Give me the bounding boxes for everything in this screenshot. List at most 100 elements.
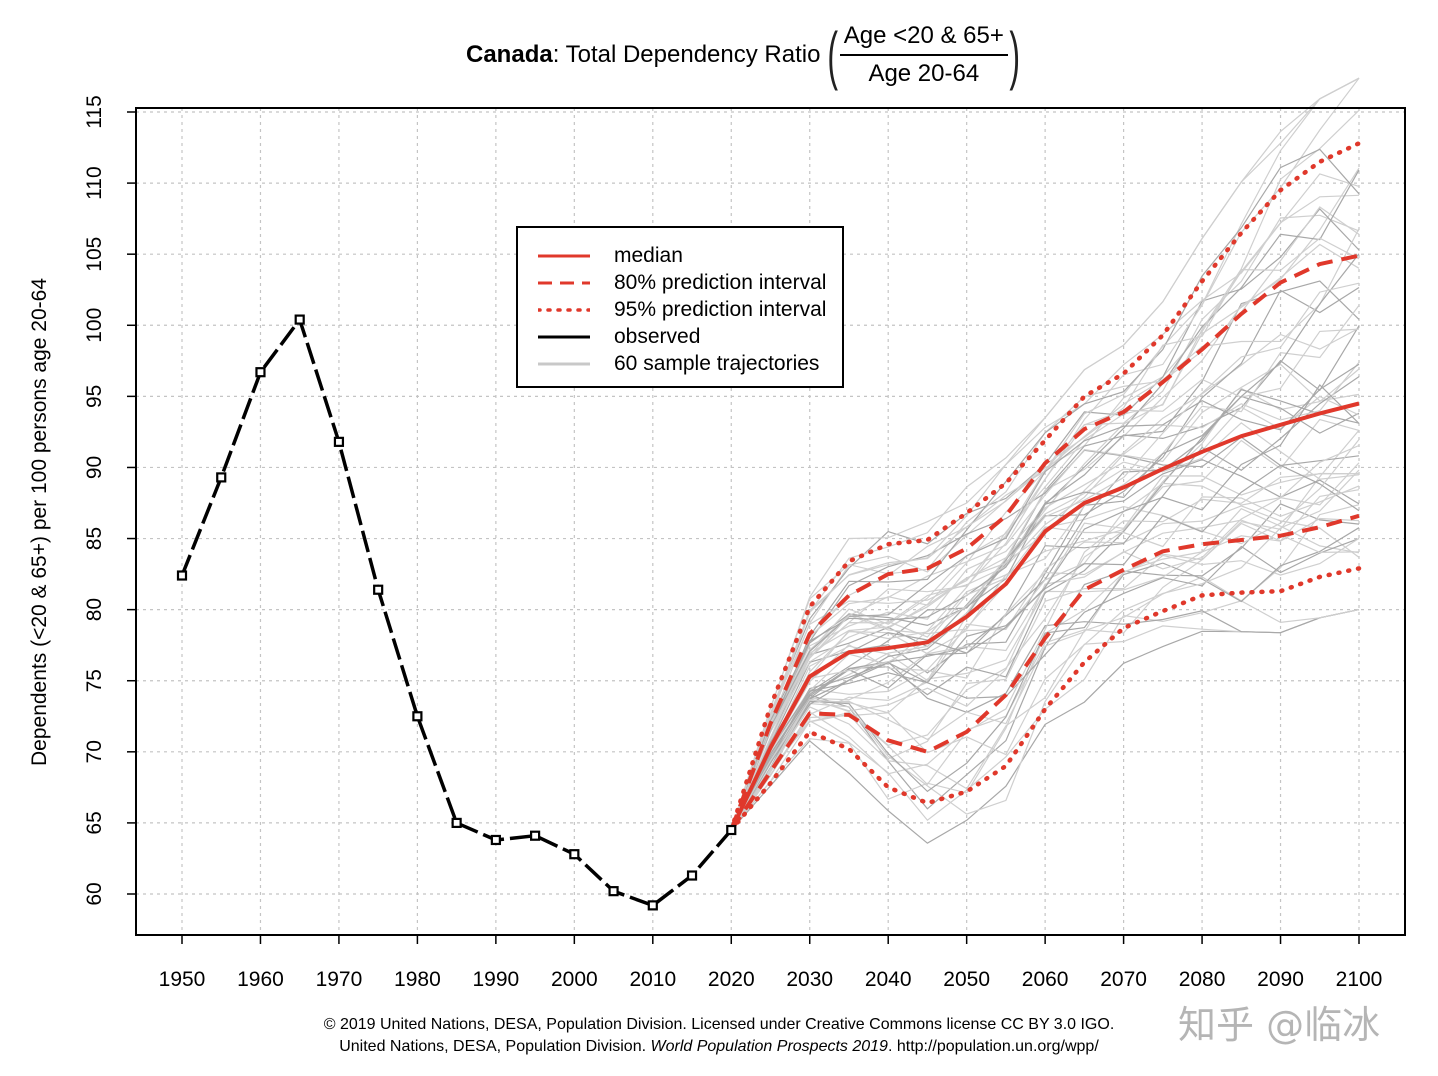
observed-point — [569, 849, 580, 860]
x-tick-label: 2000 — [551, 968, 598, 991]
observed-point — [294, 314, 305, 325]
fraction-numerator: Age <20 & 65+ — [839, 22, 1008, 56]
sample-trajectory — [730, 148, 1360, 831]
observed-point — [529, 830, 541, 841]
x-tick-label: 2020 — [708, 968, 755, 991]
x-tick-label: 2070 — [1100, 968, 1147, 991]
title-country: Canada — [466, 41, 553, 68]
x-tick-label: 1960 — [237, 968, 284, 991]
y-tick-label: 80 — [83, 598, 106, 621]
legend-swatch-trajectories — [538, 362, 590, 365]
plot-frame — [135, 107, 1406, 936]
sample-trajectory — [730, 109, 1360, 831]
observed-point — [686, 870, 698, 881]
sample-trajectory — [730, 305, 1360, 831]
sample-trajectory — [730, 505, 1360, 831]
sample-trajectory — [730, 485, 1360, 831]
series-line-median — [729, 401, 1360, 831]
sample-trajectory — [730, 444, 1360, 831]
y-axis-label: Dependents (<20 & 65+) per 100 persons a… — [28, 277, 51, 767]
left-paren: ( — [827, 19, 839, 91]
x-tick-label: 1970 — [316, 968, 363, 991]
sample-trajectory — [730, 519, 1360, 831]
series-line-95-lower — [729, 566, 1362, 833]
series-line-95-upper — [729, 141, 1362, 833]
observed-point — [373, 584, 384, 595]
y-tick-label: 85 — [83, 527, 106, 550]
legend-swatch-95 — [538, 307, 590, 312]
title-text: : Total Dependency Ratio — [552, 41, 821, 68]
legend-item-80: 80% prediction interval — [538, 269, 842, 296]
x-tick-label: 1980 — [394, 968, 441, 991]
observed-point — [726, 824, 737, 836]
sample-trajectory — [730, 609, 1360, 831]
sample-trajectories — [730, 77, 1360, 844]
y-tick-label: 70 — [83, 740, 106, 763]
observed-point — [490, 834, 501, 846]
series-line-80-upper — [729, 253, 1360, 831]
observed-point — [647, 900, 658, 911]
observed-point — [176, 570, 188, 581]
series-line-80-lower — [729, 513, 1360, 832]
y-tick-label: 95 — [83, 385, 106, 408]
sample-trajectory — [730, 173, 1360, 831]
observed-point — [608, 886, 619, 897]
sample-trajectory — [730, 473, 1360, 831]
legend-swatch-80 — [538, 281, 590, 284]
observed-point — [412, 711, 423, 722]
x-tick-label: 2080 — [1179, 968, 1226, 991]
sample-trajectory — [730, 489, 1360, 831]
y-tick-label: 65 — [83, 811, 106, 834]
y-tick-label: 90 — [83, 456, 106, 479]
y-tick-label: 60 — [83, 882, 106, 905]
sample-trajectory — [730, 527, 1360, 831]
sample-trajectory — [730, 328, 1360, 831]
series-line-observed — [180, 317, 733, 908]
y-tick-label: 115 — [83, 95, 106, 128]
sample-trajectory — [730, 537, 1360, 831]
sample-trajectory — [730, 576, 1360, 831]
right-paren: ) — [1009, 19, 1020, 91]
legend-swatch-observed — [538, 335, 590, 338]
observed-points — [176, 314, 737, 911]
legend: median 80% prediction interval 95% predi… — [516, 226, 844, 388]
x-tick-label: 2040 — [865, 968, 912, 991]
x-tick-label: 1950 — [159, 968, 206, 991]
sample-trajectory — [730, 286, 1360, 831]
observed-point — [451, 817, 462, 829]
x-tick-label: 2050 — [943, 968, 990, 991]
legend-swatch-median — [538, 254, 590, 257]
observed-point — [333, 436, 345, 447]
y-tick-label: 105 — [83, 237, 106, 272]
x-tick-label: 2060 — [1022, 968, 1069, 991]
sample-trajectory — [730, 464, 1360, 831]
x-tick-label: 2100 — [1336, 968, 1383, 991]
sample-trajectory — [730, 376, 1360, 831]
legend-item-median: median — [538, 242, 842, 269]
sample-trajectory — [730, 228, 1360, 831]
footer-line-1: © 2019 United Nations, DESA, Population … — [323, 1016, 1115, 1033]
legend-item-trajectories: 60 sample trajectories — [538, 350, 842, 377]
y-tick-label: 110 — [83, 166, 106, 199]
legend-label: 95% prediction interval — [614, 297, 827, 321]
sample-trajectory — [730, 436, 1360, 831]
legend-item-observed: observed — [538, 323, 842, 350]
sample-trajectory — [730, 395, 1360, 831]
x-tick-label: 2090 — [1257, 968, 1304, 991]
x-tick-label: 1990 — [473, 968, 520, 991]
title-fraction: ( Age <20 & 65+ Age 20-64 ) — [822, 22, 1025, 88]
legend-label: 80% prediction interval — [614, 270, 827, 294]
axes: 1950 1960 1970 1980 1990 2000 2010 2020 2030 2040… — [83, 95, 1382, 991]
legend-label: median — [614, 243, 683, 267]
legend-item-95: 95% prediction interval — [538, 296, 842, 323]
y-tick-label: 75 — [83, 669, 106, 692]
observed-point — [216, 472, 227, 483]
sample-trajectory — [730, 361, 1360, 831]
y-tick-label: 100 — [83, 308, 106, 343]
fraction-denominator: Age 20-64 — [868, 60, 980, 87]
observed-point — [255, 367, 266, 378]
x-tick-label: 2030 — [786, 968, 833, 991]
series-lines — [180, 141, 1362, 908]
footer-line-2: United Nations, DESA, Population Divisio… — [339, 1038, 1099, 1055]
